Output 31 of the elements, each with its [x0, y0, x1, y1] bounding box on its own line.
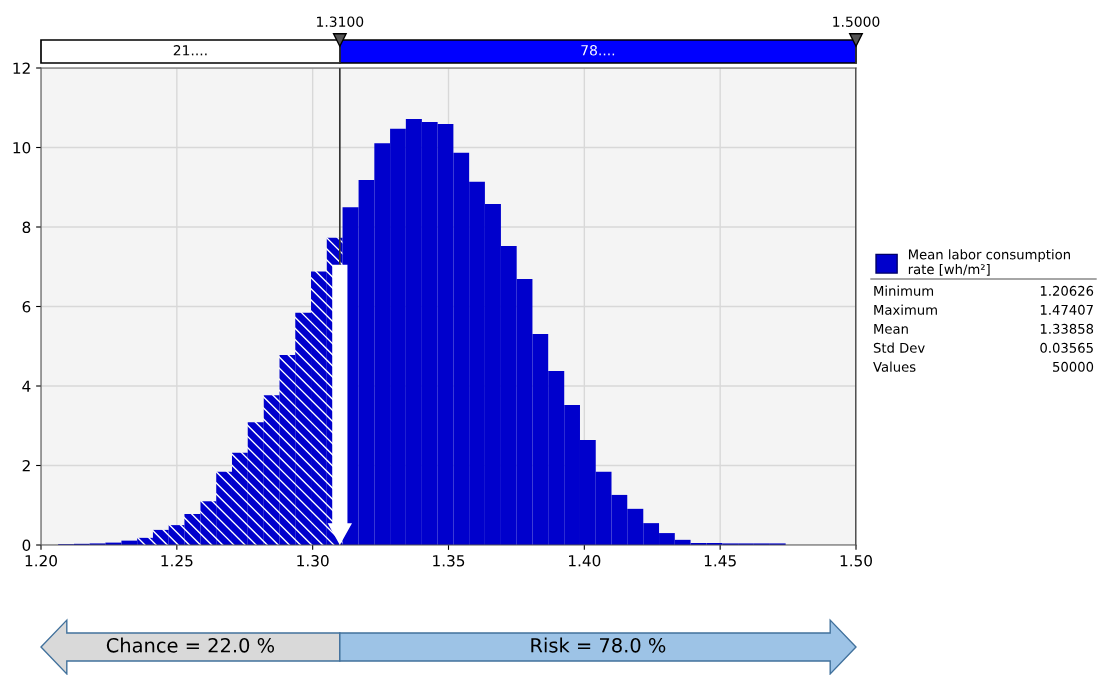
text: 78.... — [581, 45, 615, 56]
y-tick-label: 12 — [13, 62, 30, 74]
text: Risk = 78.0 % — [531, 637, 666, 653]
ref-line-label: 1.3100 — [317, 16, 364, 27]
text: Chance = 22.0 % — [106, 637, 275, 653]
text: Minimum — [874, 285, 934, 296]
text: Mean — [874, 324, 908, 334]
x-tick-label: 1.30 — [297, 554, 329, 567]
x-tick-label: 1.50 — [840, 554, 872, 567]
text: 0.03565 — [1040, 342, 1093, 353]
y-tick-label: 10 — [13, 141, 31, 154]
text: 1.33858 — [1040, 323, 1094, 334]
legend-label: Mean labor consumption rate [wh/m²] — [908, 249, 1070, 276]
x-tick-label: 1.45 — [704, 555, 736, 567]
text: Std Dev — [873, 342, 925, 353]
x-tick-label: 1.20 — [25, 554, 57, 567]
y-tick-label: 0 — [22, 539, 31, 552]
text: 1.20626 — [1040, 285, 1094, 296]
y-tick-label: 8 — [22, 221, 31, 234]
x-tick-label: 1.35 — [433, 554, 465, 567]
text: Values — [873, 361, 916, 372]
x-tick-label: 1.40 — [569, 554, 601, 567]
y-tick-label: 4 — [22, 380, 31, 392]
text: 50000 — [1053, 361, 1094, 372]
text: 1.47407 — [1040, 304, 1093, 315]
ref-line-label: 1.5000 — [833, 16, 880, 27]
text: Maximum — [874, 304, 937, 315]
y-tick-label: 6 — [22, 300, 31, 313]
text: 21.... — [173, 45, 207, 56]
x-tick-label: 1.25 — [161, 554, 193, 567]
y-tick-label: 2 — [22, 459, 30, 472]
